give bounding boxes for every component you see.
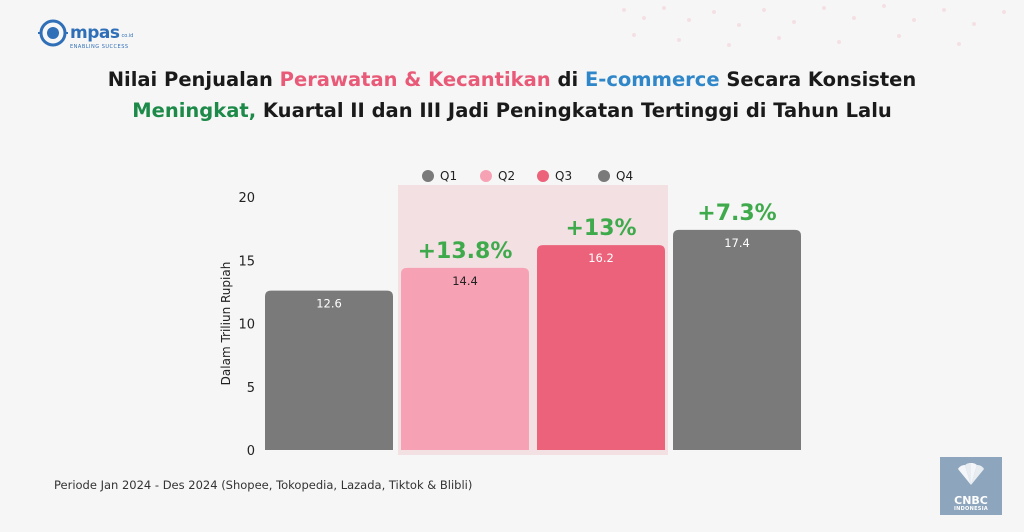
legend-label-q1: Q1	[440, 169, 457, 183]
legend-label-q4: Q4	[616, 169, 633, 183]
title-part: Kuartal II dan III Jadi Peningkatan Tert…	[256, 99, 892, 122]
y-tick-label: 10	[238, 318, 255, 333]
compass-icon	[38, 19, 68, 47]
legend-swatch-q1	[422, 170, 434, 182]
chart-title: Nilai Penjualan Perawatan & Kecantikan d…	[0, 64, 1024, 126]
y-axis-label: Dalam Triliun Rupiah	[219, 262, 233, 386]
title-category: Perawatan & Kecantikan	[279, 68, 551, 91]
footnote: Periode Jan 2024 - Des 2024 (Shopee, Tok…	[54, 478, 473, 492]
logo-text: mpas	[70, 23, 120, 43]
legend-label-q2: Q2	[498, 169, 515, 183]
legend-swatch-q3	[537, 170, 549, 182]
growth-label-q4: +7.3%	[697, 201, 776, 226]
bar-q4	[673, 229, 801, 450]
data-label-q2: 14.4	[452, 274, 478, 288]
logo-suffix: co.id	[121, 33, 134, 39]
data-label-q3: 16.2	[588, 251, 614, 265]
legend-label-q3: Q3	[555, 169, 572, 183]
peacock-icon	[958, 463, 984, 485]
compas-logo: mpas co.id ENABLING SUCCESS	[38, 18, 134, 50]
legend-swatch-q2	[480, 170, 492, 182]
y-tick-label: 0	[247, 444, 255, 459]
data-label-q4: 17.4	[724, 236, 750, 250]
cnbc-logo: CNBC INDONESIA	[940, 457, 1002, 515]
title-increase: Meningkat,	[132, 99, 257, 122]
decorative-dots	[622, 4, 1006, 47]
y-tick-label: 20	[238, 191, 255, 206]
growth-label-q3: +13%	[565, 216, 636, 241]
growth-label-q2: +13.8%	[418, 239, 513, 264]
title-part: Nilai Penjualan	[107, 68, 280, 91]
legend-swatch-q4	[598, 170, 610, 182]
brand-name: CNBC	[954, 494, 988, 507]
title-part: di	[550, 68, 585, 91]
logo-tagline: ENABLING SUCCESS	[70, 44, 129, 50]
title-ecommerce: E-commerce	[584, 68, 720, 91]
bar-q1	[265, 290, 393, 450]
y-tick-label: 5	[247, 381, 255, 396]
data-label-q1: 12.6	[316, 297, 342, 311]
brand-sub: INDONESIA	[953, 506, 989, 512]
title-part: Secara Konsisten	[719, 68, 917, 91]
y-tick-label: 15	[238, 254, 255, 269]
bar-q2	[401, 267, 529, 450]
bar-q3	[537, 245, 665, 450]
